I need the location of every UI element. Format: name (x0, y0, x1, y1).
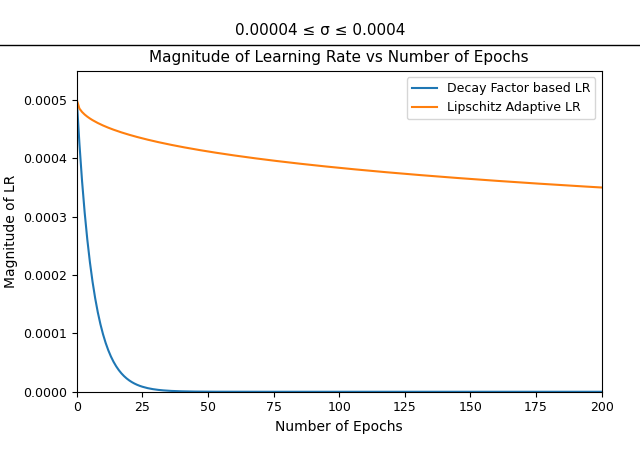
Decay Factor based LR (598, 389, 605, 395)
Lipschitz Adaptive LR (293, 160, 301, 166)
Lipschitz Adaptive LR (553, 182, 561, 188)
Decay Factor based LR (356, 389, 364, 395)
Title: Magnitude of Learning Rate vs Number of Epochs: Magnitude of Learning Rate vs Number of … (149, 51, 529, 66)
Line: Decay Factor based LR: Decay Factor based LR (77, 100, 602, 392)
Lipschitz Adaptive LR (356, 167, 364, 173)
Line: Lipschitz Adaptive LR: Lipschitz Adaptive LR (77, 100, 602, 187)
Decay Factor based LR (76, 141, 83, 147)
Decay Factor based LR (73, 97, 81, 103)
Lipschitz Adaptive LR (73, 97, 81, 103)
Decay Factor based LR (293, 389, 301, 395)
Lipschitz Adaptive LR (598, 185, 605, 190)
Y-axis label: Magnitude of LR: Magnitude of LR (4, 175, 17, 288)
Decay Factor based LR (553, 389, 561, 395)
Legend: Decay Factor based LR, Lipschitz Adaptive LR: Decay Factor based LR, Lipschitz Adaptiv… (407, 77, 595, 119)
Text: 0.00004 ≤ σ ≤ 0.0004: 0.00004 ≤ σ ≤ 0.0004 (235, 23, 405, 38)
Decay Factor based LR (264, 389, 272, 395)
X-axis label: Number of Epochs: Number of Epochs (275, 420, 403, 434)
Lipschitz Adaptive LR (264, 157, 272, 163)
Lipschitz Adaptive LR (120, 130, 128, 136)
Decay Factor based LR (120, 373, 128, 379)
Lipschitz Adaptive LR (76, 106, 83, 111)
